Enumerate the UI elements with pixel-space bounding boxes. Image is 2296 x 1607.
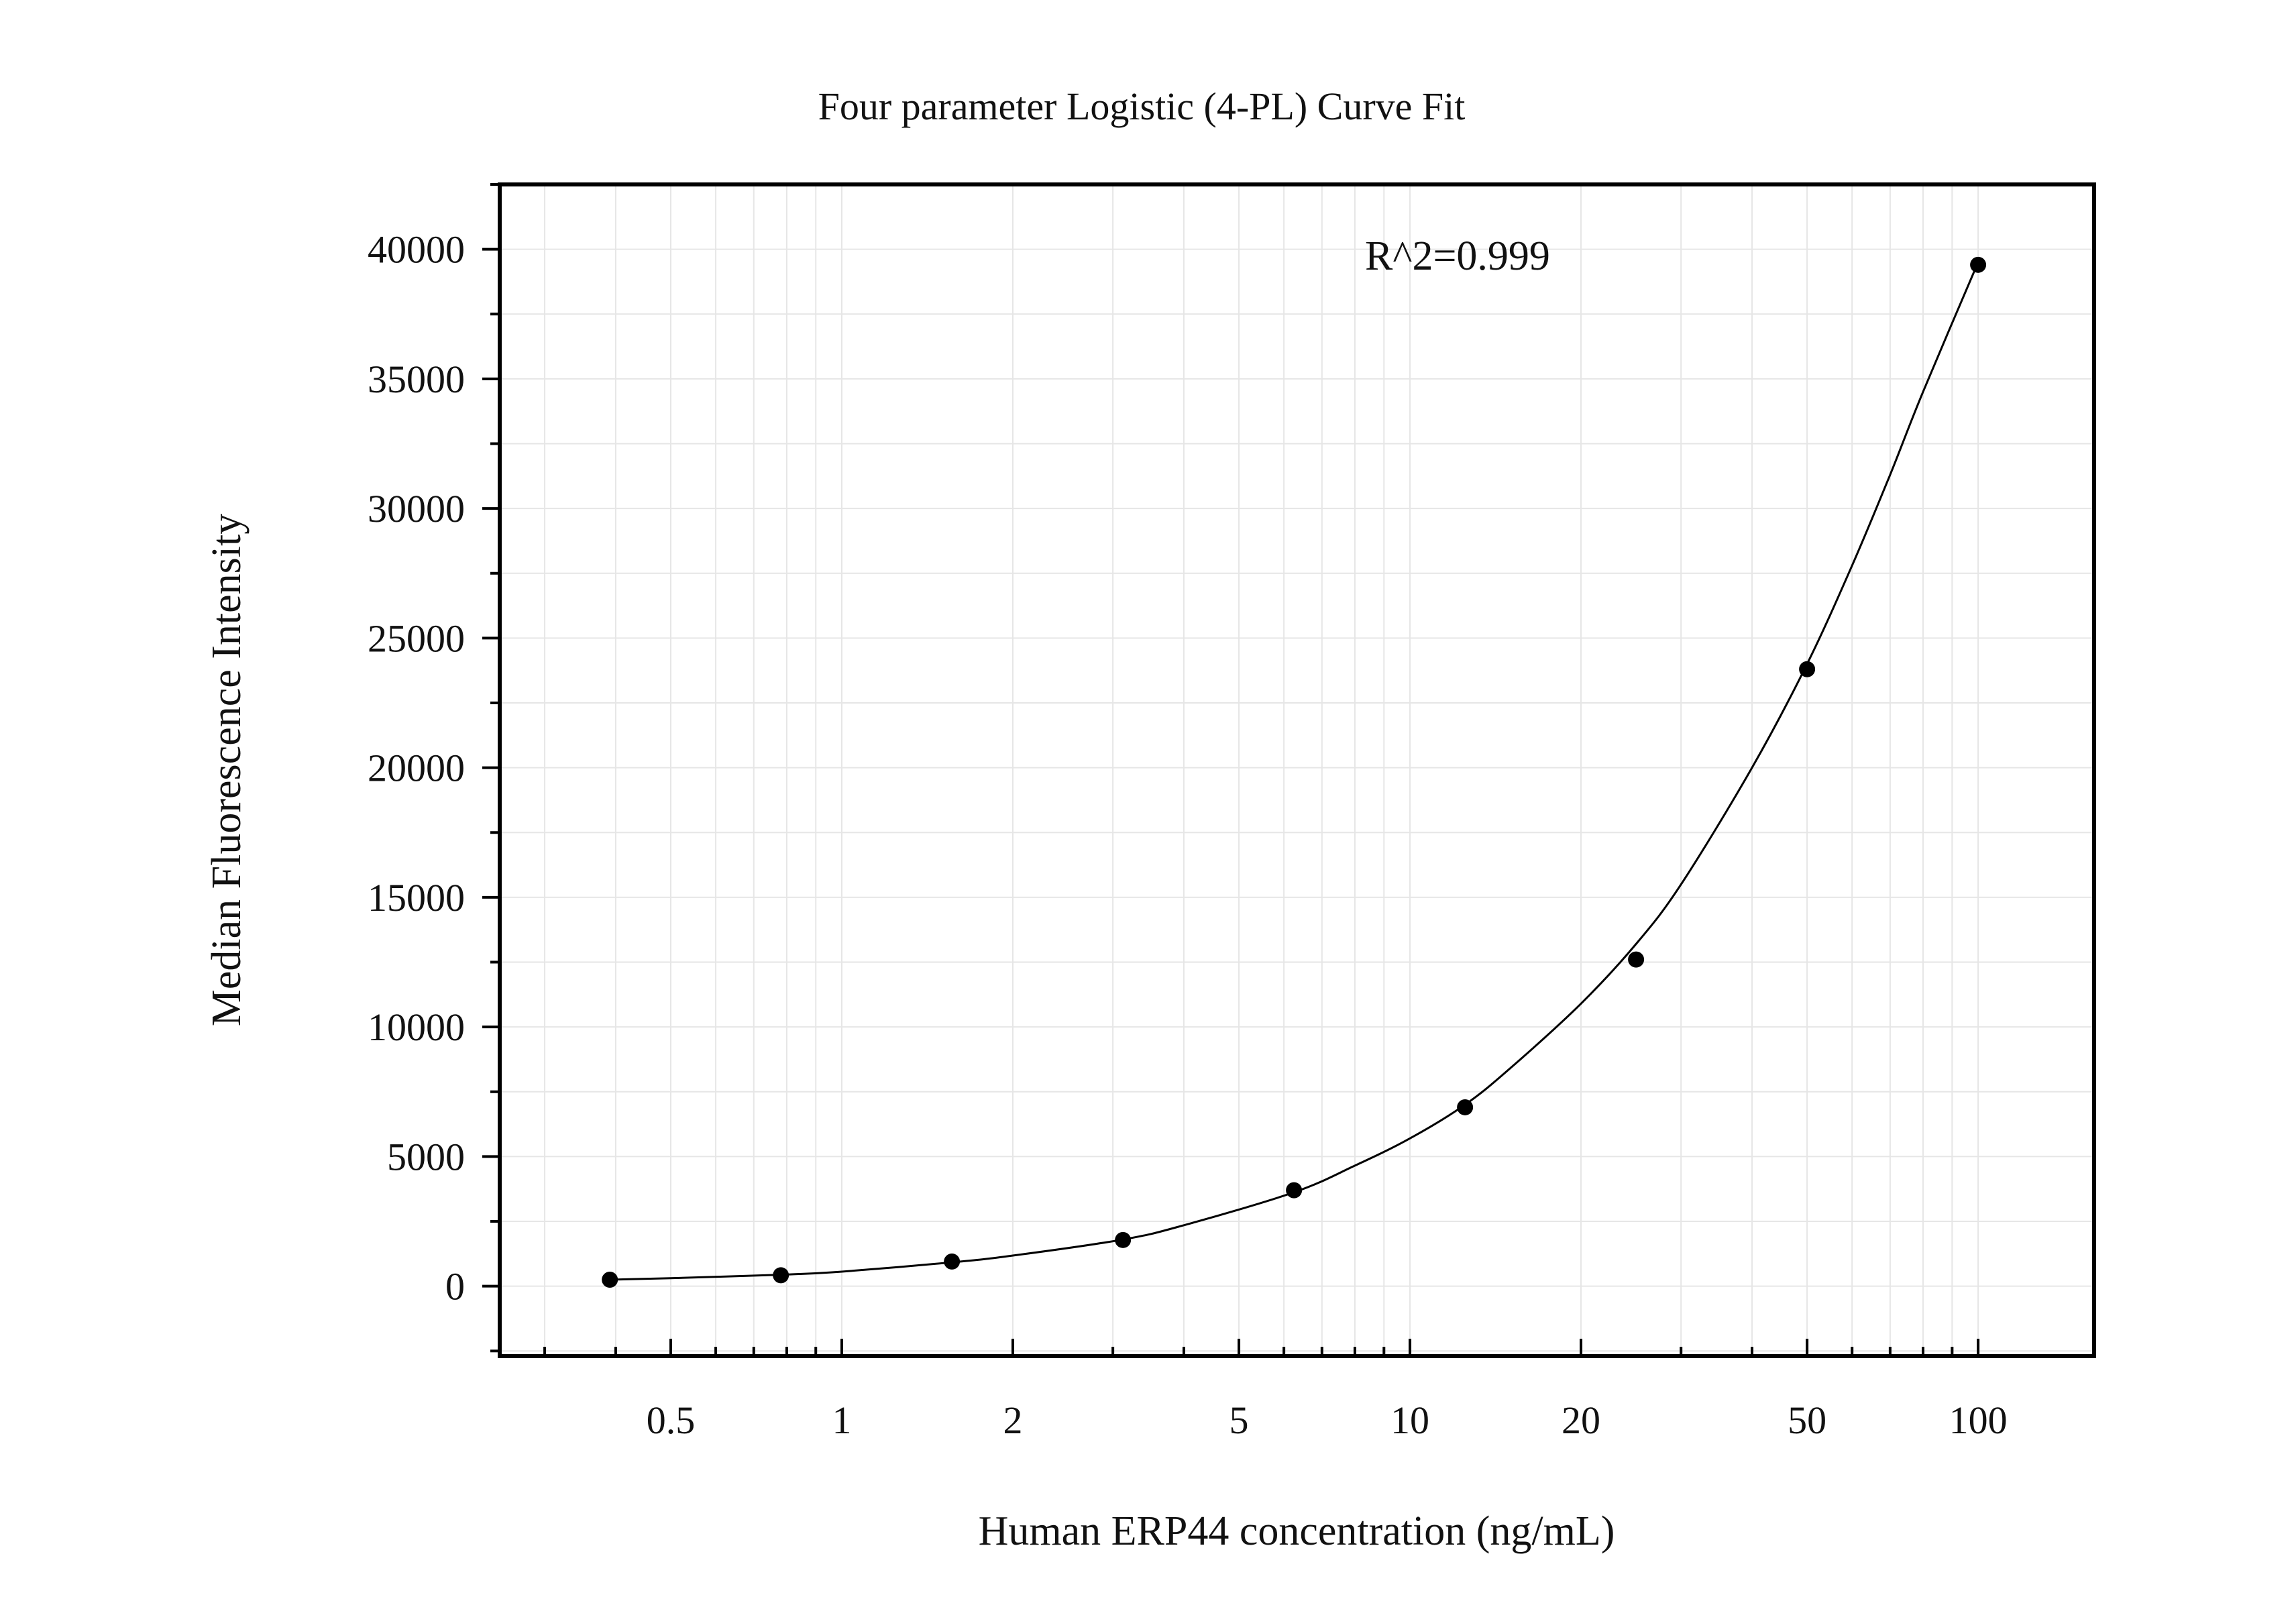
curve-layer [610, 262, 1979, 1281]
data-point [1115, 1231, 1132, 1248]
r-squared-annotation: R^2=0.999 [1365, 233, 1550, 279]
data-point [1970, 256, 1987, 273]
x-tick-label: 100 [1949, 1398, 2008, 1442]
data-point [1286, 1182, 1303, 1199]
x-tick-label: 10 [1390, 1398, 1429, 1442]
y-tick-label: 10000 [368, 1005, 465, 1049]
y-tick-label: 5000 [387, 1135, 465, 1178]
x-tick-label: 0.5 [647, 1398, 696, 1442]
data-point [1628, 951, 1645, 968]
x-tick-label: 20 [1562, 1398, 1600, 1442]
y-tick-label: 40000 [368, 228, 465, 272]
grid-layer [500, 184, 2094, 1356]
data-point [602, 1271, 618, 1288]
data-point [773, 1267, 789, 1284]
x-tick-label: 1 [832, 1398, 851, 1442]
y-tick-label: 25000 [368, 616, 465, 660]
chart-title: Four parameter Logistic (4-PL) Curve Fit [818, 85, 1466, 128]
y-tick-label: 30000 [368, 487, 465, 531]
y-tick-label: 0 [445, 1265, 465, 1309]
x-axis-label: Human ERP44 concentration (ng/mL) [979, 1508, 1615, 1554]
y-axis-label: Median Fluorescence Intensity [204, 514, 250, 1026]
x-tick-label: 5 [1229, 1398, 1249, 1442]
plot-frame [498, 182, 2096, 1358]
tick-labels-layer: 0.5 1 2 5 10 20 50 100 0 5000 10000 15000 20000 25000… [368, 228, 2008, 1442]
y-tick-label: 20000 [368, 746, 465, 790]
fit-curve-line [610, 262, 1979, 1281]
x-tick-label: 2 [1003, 1398, 1022, 1442]
y-tick-label: 35000 [368, 357, 465, 401]
data-point [1457, 1099, 1474, 1115]
x-tick-label: 50 [1788, 1398, 1826, 1442]
points-layer [602, 256, 1987, 1288]
ticks-layer [482, 183, 1980, 1356]
data-point [944, 1253, 961, 1270]
data-point [1799, 661, 1816, 677]
y-tick-label: 15000 [368, 876, 465, 920]
